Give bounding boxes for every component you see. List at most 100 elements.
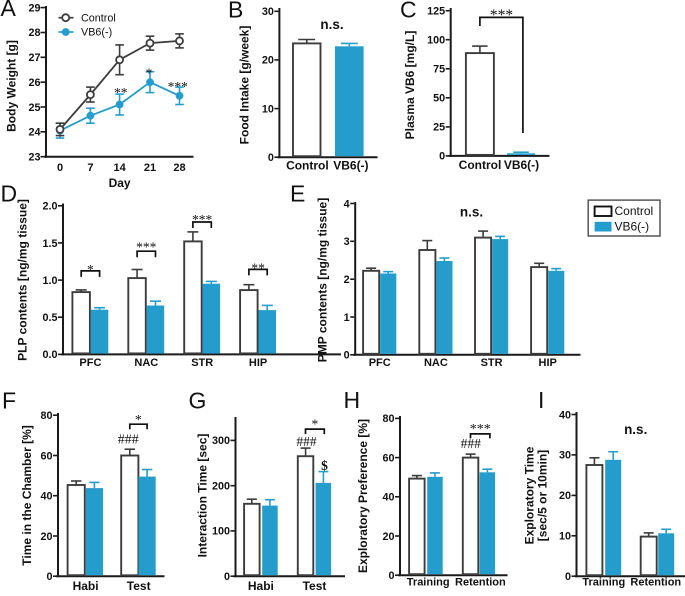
svg-text:E: E <box>290 181 305 207</box>
svg-text:*: * <box>87 262 94 277</box>
svg-text:0: 0 <box>46 571 52 583</box>
svg-text:###: ### <box>118 432 139 447</box>
svg-text:28: 28 <box>28 27 40 39</box>
svg-text:VB6(-): VB6(-) <box>615 219 650 233</box>
svg-text:2: 2 <box>344 274 350 286</box>
svg-text:NAC: NAC <box>134 357 158 369</box>
svg-text:1.0: 1.0 <box>42 275 57 287</box>
svg-text:VB6(-): VB6(-) <box>504 158 539 172</box>
svg-text:10: 10 <box>559 531 571 543</box>
svg-text:0.0: 0.0 <box>42 349 57 361</box>
svg-text:VB6(-): VB6(-) <box>333 158 368 172</box>
svg-text:80: 80 <box>382 413 394 425</box>
svg-text:40: 40 <box>559 409 571 421</box>
svg-text:***: *** <box>168 79 189 94</box>
svg-text:Test: Test <box>127 579 151 591</box>
svg-text:14: 14 <box>113 162 126 174</box>
svg-text:PFC: PFC <box>369 357 391 369</box>
svg-text:Habi: Habi <box>248 579 274 591</box>
svg-text:C: C <box>400 0 417 23</box>
svg-text:Control: Control <box>286 158 329 172</box>
svg-text:28: 28 <box>173 162 185 174</box>
svg-text:Body Weight [g]: Body Weight [g] <box>5 40 19 132</box>
svg-text:30: 30 <box>559 450 571 462</box>
svg-text:PLP contents [ng/mg tissue]: PLP contents [ng/mg tissue] <box>16 199 30 361</box>
svg-text:*: * <box>135 413 142 428</box>
svg-text:H: H <box>344 387 361 413</box>
svg-text:HIP: HIP <box>249 357 267 369</box>
svg-text:2.0: 2.0 <box>42 201 57 213</box>
svg-text:40: 40 <box>40 491 52 503</box>
svg-text:24: 24 <box>28 127 40 139</box>
svg-text:Exploratory Time: Exploratory Time <box>523 446 537 544</box>
svg-text:***: *** <box>470 422 491 437</box>
svg-text:PFC: PFC <box>79 357 101 369</box>
svg-text:0: 0 <box>439 151 445 163</box>
svg-text:###: ### <box>296 434 317 449</box>
svg-text:0: 0 <box>57 162 63 174</box>
svg-text:Control: Control <box>81 12 116 24</box>
svg-text:*: * <box>312 417 319 432</box>
svg-text:0: 0 <box>388 570 394 582</box>
svg-text:3: 3 <box>344 236 350 248</box>
svg-text:21: 21 <box>144 162 156 174</box>
svg-text:n.s.: n.s. <box>320 17 343 32</box>
svg-text:40: 40 <box>382 492 394 504</box>
svg-text:Training: Training <box>407 577 450 589</box>
svg-text:A: A <box>1 0 17 21</box>
svg-text:10: 10 <box>262 103 274 115</box>
svg-text:0: 0 <box>565 571 571 583</box>
svg-text:###: ### <box>461 436 482 451</box>
svg-text:75: 75 <box>433 64 445 76</box>
svg-text:***: *** <box>192 212 213 227</box>
svg-text:Exploratory Preference [%]: Exploratory Preference [%] <box>356 419 370 573</box>
svg-text:100: 100 <box>427 35 445 47</box>
svg-text:0: 0 <box>344 350 350 362</box>
svg-text:B: B <box>228 0 243 23</box>
svg-text:300: 300 <box>212 435 230 447</box>
svg-text:29: 29 <box>28 2 40 14</box>
svg-text:30: 30 <box>262 6 274 18</box>
svg-text:20: 20 <box>40 531 52 543</box>
svg-text:0: 0 <box>268 152 274 164</box>
svg-text:Retention: Retention <box>630 577 681 589</box>
svg-text:80: 80 <box>40 410 52 422</box>
svg-text:Habi: Habi <box>73 579 99 591</box>
svg-text:Control: Control <box>459 158 502 172</box>
svg-text:G: G <box>189 387 207 413</box>
svg-text:Food Intake [g/week]: Food Intake [g/week] <box>238 26 252 145</box>
svg-text:0: 0 <box>224 571 230 583</box>
svg-text:n.s.: n.s. <box>460 204 483 219</box>
svg-text:100: 100 <box>212 526 230 538</box>
svg-text:50: 50 <box>433 93 445 105</box>
svg-text:1: 1 <box>344 312 350 324</box>
svg-text:60: 60 <box>382 452 394 464</box>
svg-text:0.5: 0.5 <box>42 312 57 324</box>
svg-text:Time in the Chamber [%]: Time in the Chamber [%] <box>20 425 34 565</box>
svg-text:Training: Training <box>582 577 625 589</box>
svg-text:*: * <box>146 65 153 80</box>
svg-text:***: *** <box>136 240 157 255</box>
svg-text:STR: STR <box>481 357 503 369</box>
svg-text:VB6(-): VB6(-) <box>81 27 112 39</box>
svg-text:25: 25 <box>433 122 445 134</box>
svg-text:**: ** <box>114 85 128 100</box>
svg-text:1.5: 1.5 <box>42 238 57 250</box>
svg-text:F: F <box>2 387 16 413</box>
svg-text:D: D <box>1 181 18 207</box>
svg-text:HIP: HIP <box>539 357 557 369</box>
svg-text:20: 20 <box>262 55 274 67</box>
svg-text:20: 20 <box>382 531 394 543</box>
svg-text:[sec/5 or 10min]: [sec/5 or 10min] <box>536 450 550 541</box>
svg-text:27: 27 <box>28 52 40 64</box>
svg-text:$: $ <box>321 458 328 473</box>
svg-text:20: 20 <box>559 490 571 502</box>
svg-text:Plasma VB6 [mg/L]: Plasma VB6 [mg/L] <box>403 31 417 140</box>
svg-text:60: 60 <box>40 450 52 462</box>
svg-text:200: 200 <box>212 481 230 493</box>
svg-text:Test: Test <box>303 579 327 591</box>
svg-text:25: 25 <box>28 102 40 114</box>
svg-text:**: ** <box>251 261 265 276</box>
svg-text:Control: Control <box>615 204 654 218</box>
svg-text:Interaction Time [sec]: Interaction Time [sec] <box>196 434 210 558</box>
